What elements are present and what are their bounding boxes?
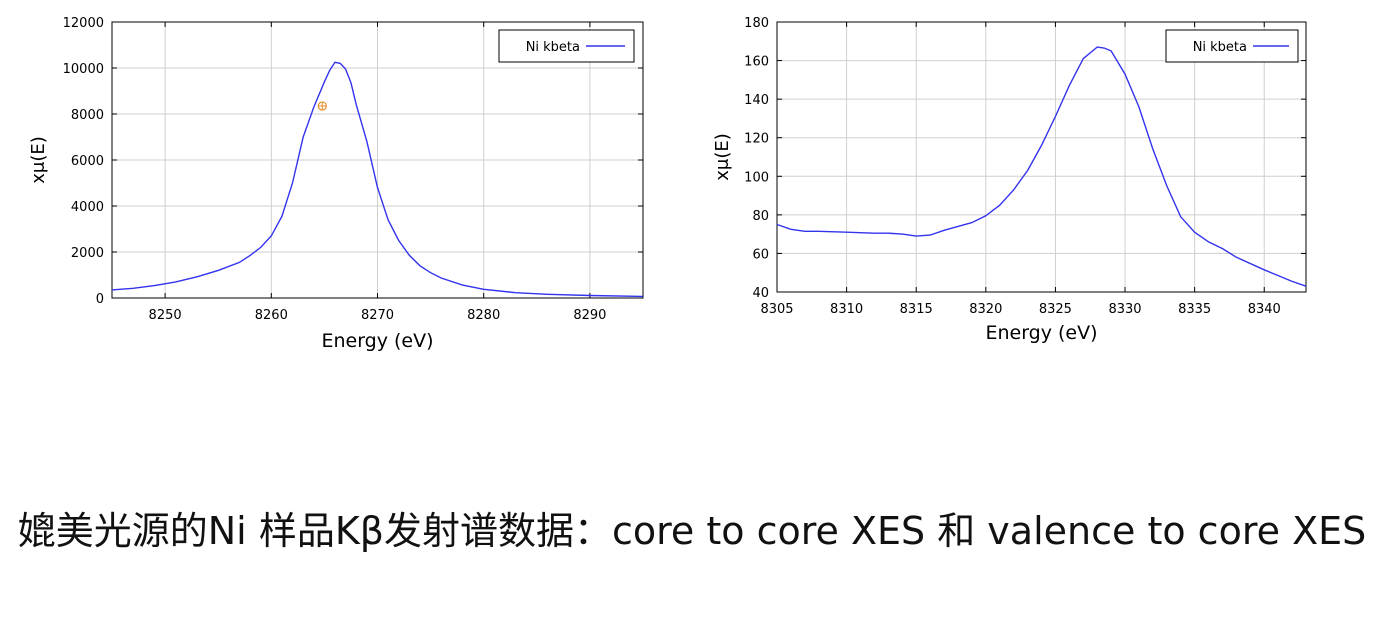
y-tick-label: 80 <box>752 209 769 224</box>
x-tick-label: 8320 <box>969 302 1002 317</box>
legend-label: Ni kbeta <box>1193 40 1247 55</box>
charts-area: 8250 8260 8270 8280 8290 0 2000 4000 6000 8000 100… <box>28 16 1307 352</box>
x-axis-label: Energy (eV) <box>985 322 1097 344</box>
legend-box <box>498 29 635 63</box>
y-tick-label: 6000 <box>71 154 104 169</box>
x-tick-label: 8310 <box>830 302 863 317</box>
x-tick-label: 8335 <box>1178 302 1211 317</box>
series-line <box>111 61 644 298</box>
y-tick-label: 0 <box>96 292 104 307</box>
y-tick-label: 100 <box>744 170 769 185</box>
y-tick-label: 12000 <box>63 16 104 31</box>
x-tick-label: 8280 <box>467 308 500 323</box>
y-tick-label: 160 <box>744 55 769 70</box>
x-tick-label: 8305 <box>760 302 793 317</box>
y-tick-label: 120 <box>744 132 769 147</box>
x-tick-label: 8290 <box>573 308 606 323</box>
y-tick-label: 180 <box>744 16 769 31</box>
y-tick-label: 8000 <box>71 108 104 123</box>
y-axis-label: xμ(E) <box>712 133 733 181</box>
y-tick-label: 2000 <box>71 246 104 261</box>
plot-frame <box>776 21 1307 293</box>
chart-1: 8250 8260 8270 8280 8290 0 2000 4000 6000 8000 100… <box>28 16 644 352</box>
chart-2: 8305 8310 8315 8320 8325 8330 8335 8340 40 60 80 10… <box>712 16 1307 344</box>
x-tick-label: 8315 <box>900 302 933 317</box>
x-tick-label: 8330 <box>1108 302 1141 317</box>
legend-label: Ni kbeta <box>526 40 580 55</box>
x-tick-label: 8260 <box>255 308 288 323</box>
x-tick-label: 8340 <box>1248 302 1281 317</box>
y-axis-label: xμ(E) <box>28 136 49 184</box>
y-tick-label: 40 <box>752 286 769 301</box>
y-tick-label: 140 <box>744 93 769 108</box>
x-axis-label: Energy (eV) <box>321 330 433 352</box>
x-tick-label: 8270 <box>361 308 394 323</box>
y-tick-label: 10000 <box>63 62 104 77</box>
y-tick-label: 4000 <box>71 200 104 215</box>
y-tick-label: 60 <box>752 247 769 262</box>
x-tick-label: 8250 <box>149 308 182 323</box>
series-line <box>776 46 1307 287</box>
slide-caption: 媲美光源的Ni 样品Kβ发射谱数据：core to core XES 和 val… <box>17 509 1367 553</box>
x-tick-label: 8325 <box>1039 302 1072 317</box>
